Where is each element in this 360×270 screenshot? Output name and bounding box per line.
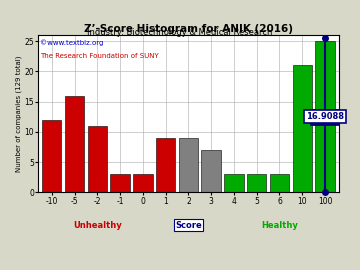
Bar (111, 174, 130, 193)
Text: Industry: Biotechnology & Medical Research: Industry: Biotechnology & Medical Resear… (87, 28, 273, 37)
Text: Score: Score (175, 221, 202, 230)
Text: Unhealthy: Unhealthy (73, 221, 122, 230)
Bar (224, 174, 244, 193)
Bar (156, 138, 175, 193)
Bar (133, 174, 153, 193)
Bar (315, 41, 335, 193)
Bar (293, 65, 312, 193)
Bar (42, 120, 62, 193)
Bar (247, 174, 266, 193)
Text: ©www.textbiz.org: ©www.textbiz.org (40, 39, 104, 46)
Bar (179, 138, 198, 193)
Bar (270, 174, 289, 193)
Title: Z’-Score Histogram for ANIK (2016): Z’-Score Histogram for ANIK (2016) (84, 25, 293, 35)
Y-axis label: Number of companies (129 total): Number of companies (129 total) (15, 56, 22, 172)
Bar (65, 96, 84, 193)
Text: The Research Foundation of SUNY: The Research Foundation of SUNY (40, 53, 159, 59)
Bar (202, 150, 221, 193)
Text: 16.9088: 16.9088 (306, 112, 344, 121)
Text: Healthy: Healthy (261, 221, 298, 230)
Bar (87, 126, 107, 193)
